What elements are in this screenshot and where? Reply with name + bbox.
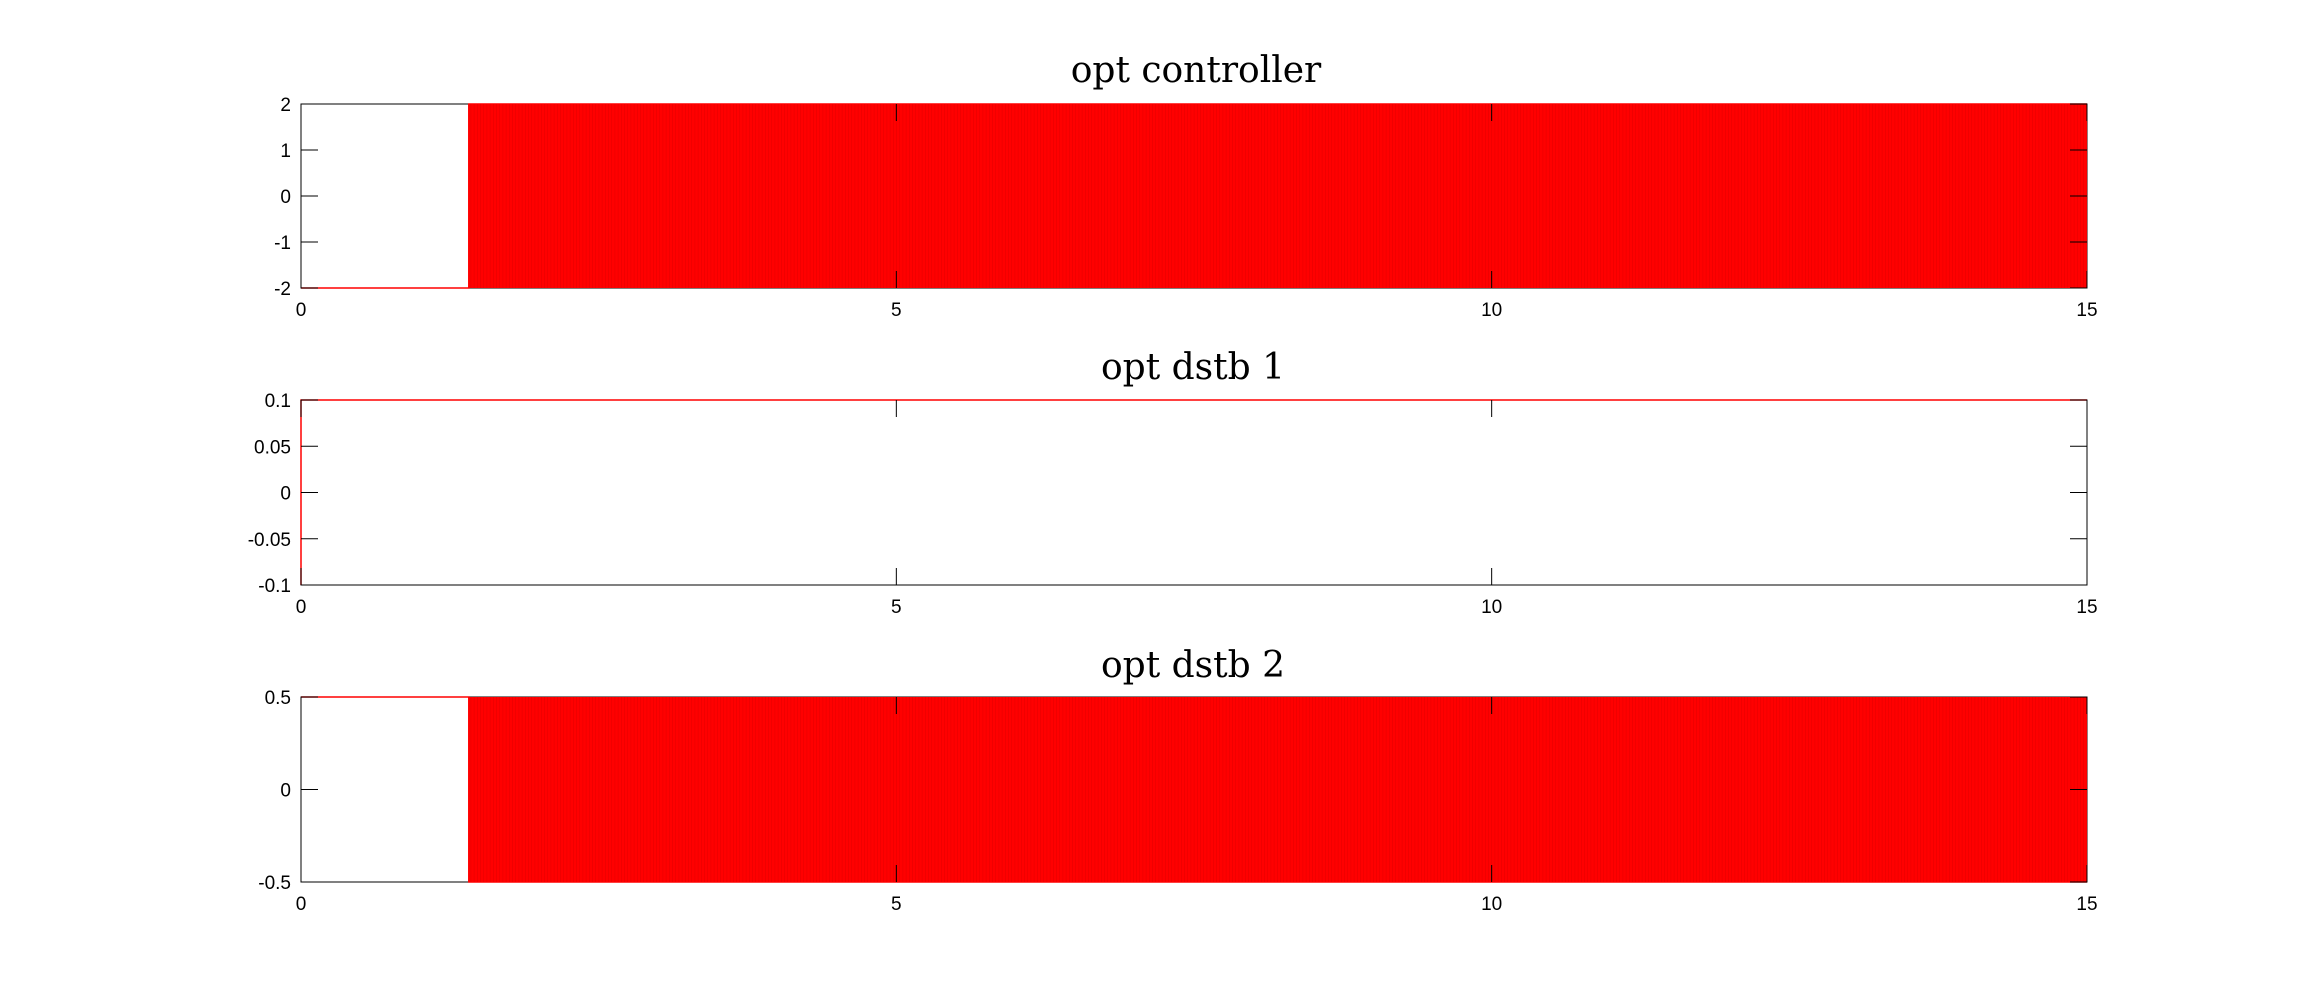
y-tick-label: 0.05 [254, 437, 291, 458]
switching-lines [470, 697, 2088, 882]
x-tick-label: 0 [296, 597, 307, 618]
y-tick-label: 2 [280, 95, 291, 116]
y-tick-label: -0.05 [248, 530, 291, 551]
series-area [301, 103, 2088, 289]
y-tick-label: -1 [274, 233, 291, 254]
x-tick-label: 15 [2076, 300, 2097, 321]
x-tick-label: 15 [2076, 894, 2097, 915]
panel-title: opt dstb 2 [1101, 645, 1285, 686]
x-tick-label: 10 [1481, 597, 1502, 618]
panel-title: opt controller [1071, 50, 1322, 91]
y-tick-label: -0.5 [258, 873, 291, 894]
y-tick-label: -2 [274, 279, 291, 300]
panel-title: opt dstb 1 [1101, 347, 1285, 388]
y-tick-label: 0 [280, 484, 291, 505]
tick-group: 0 5 10 150.50-0.5 [258, 688, 2097, 915]
y-tick-label: 0 [280, 187, 291, 208]
switching-band [468, 697, 2087, 882]
x-tick-label: 10 [1481, 300, 1502, 321]
x-tick-label: 0 [296, 894, 307, 915]
y-tick-label: 1 [280, 141, 291, 162]
x-tick-label: 0 [296, 300, 307, 321]
y-tick-label: 0.1 [265, 391, 291, 412]
x-tick-label: 5 [891, 300, 902, 321]
switching-band [468, 104, 2087, 288]
x-tick-label: 5 [891, 597, 902, 618]
y-tick-label: -0.1 [258, 576, 291, 597]
tick-group: 0 5 10 15 0.1 0.05 0 -0.05 -0.1 [248, 391, 2098, 618]
switching-lines [470, 104, 2088, 288]
series-area [301, 696, 2088, 883]
y-tick-label: 0.5 [265, 688, 291, 709]
panel-opt-dstb-1: opt dstb 1 0 5 10 15 0.1 0.05 0 -0.05 -0.1 [248, 347, 2098, 618]
x-tick-label: 5 [891, 894, 902, 915]
axes-frame [300, 399, 2088, 586]
y-tick-label: 0 [280, 781, 291, 802]
x-tick-label: 10 [1481, 894, 1502, 915]
x-tick-label: 15 [2076, 597, 2097, 618]
panel-opt-dstb-2: opt dstb 2 0 5 10 150.50-0.5 [258, 645, 2097, 915]
